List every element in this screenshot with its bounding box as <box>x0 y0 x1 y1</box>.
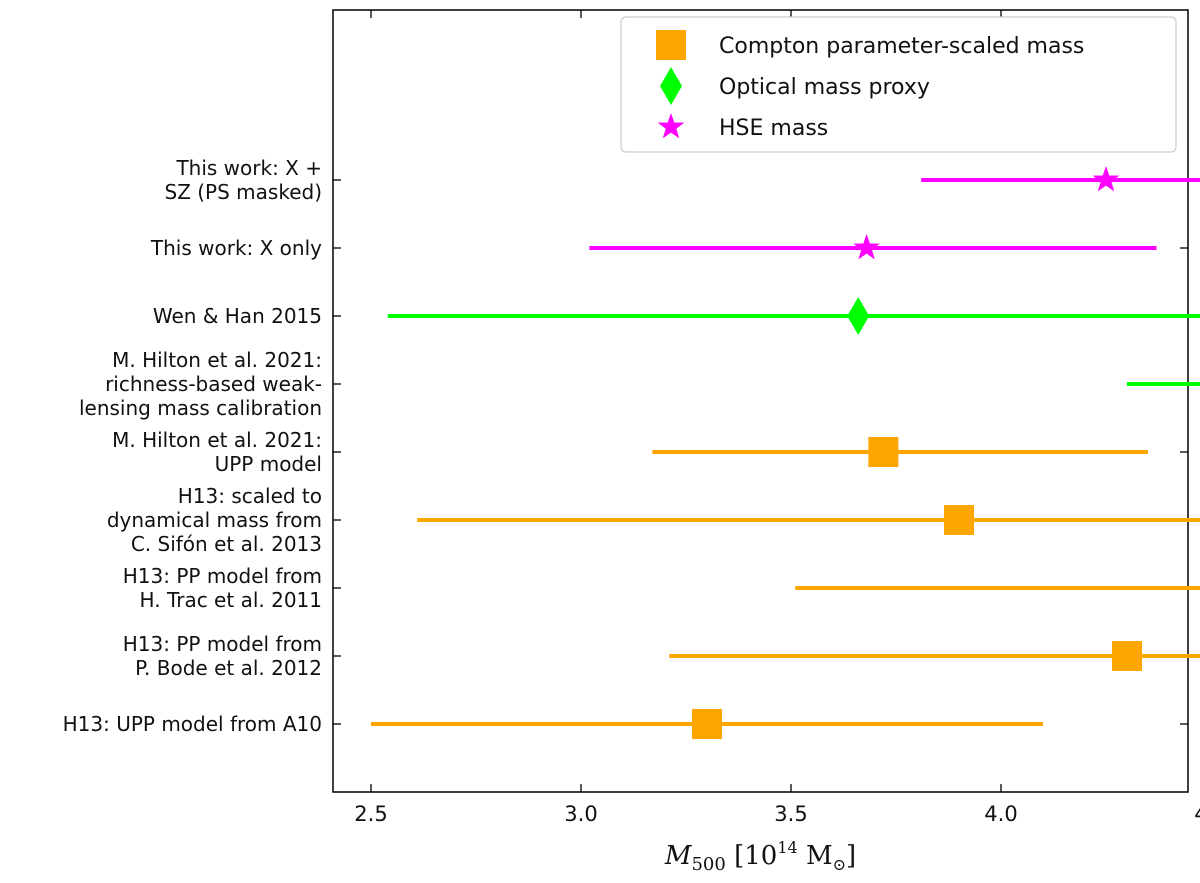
category-label: This work: X + <box>175 156 322 180</box>
category-label: richness-based weak- <box>105 372 322 396</box>
legend-label: Optical mass proxy <box>719 75 930 100</box>
category-label: H. Trac et al. 2011 <box>140 588 322 612</box>
category-label: SZ (PS masked) <box>165 180 323 204</box>
x-tick-label: 2.5 <box>354 802 387 826</box>
legend-label: Compton parameter-scaled mass <box>719 34 1084 59</box>
legend-label: HSE mass <box>719 116 828 141</box>
data-point-square <box>1112 641 1142 671</box>
category-label: lensing mass calibration <box>79 396 322 420</box>
data-point-diamond <box>847 297 870 335</box>
plot-frame <box>332 9 1189 793</box>
x-tick-label: 3.5 <box>774 802 807 826</box>
category-label: H13: scaled to <box>178 484 322 508</box>
x-tick-label: 4.5 <box>1194 802 1200 826</box>
x-tick-label: 4.0 <box>984 802 1017 826</box>
data-point-square <box>944 505 974 535</box>
legend-marker-star <box>657 113 685 139</box>
category-label: H13: PP model from <box>123 632 322 656</box>
data-point-square <box>868 437 899 467</box>
category-label: H13: UPP model from A10 <box>63 712 322 736</box>
category-label: P. Bode et al. 2012 <box>135 656 322 680</box>
legend-box <box>620 16 1177 153</box>
data-point-square <box>692 709 722 739</box>
category-label: dynamical mass from <box>107 508 322 532</box>
legend-marker-diamond <box>660 67 682 105</box>
legend-marker-square <box>656 30 686 60</box>
x-tick-label: 3.0 <box>564 802 597 826</box>
data-point-star <box>853 234 880 260</box>
category-label: This work: X only <box>150 236 322 260</box>
category-label: M. Hilton et al. 2021: <box>112 348 322 372</box>
category-label: H13: PP model from <box>123 564 322 588</box>
data-point-star <box>1092 166 1120 192</box>
x-axis-label: M500 [1014 M⊙] <box>664 838 856 875</box>
category-label: C. Sifón et al. 2013 <box>131 532 322 556</box>
category-label: Wen & Han 2015 <box>153 304 322 328</box>
category-label: M. Hilton et al. 2021: <box>112 428 322 452</box>
category-label: UPP model <box>215 452 322 476</box>
